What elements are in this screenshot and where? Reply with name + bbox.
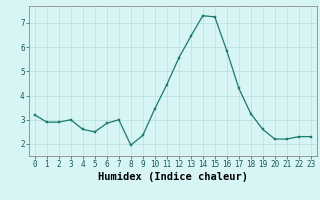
X-axis label: Humidex (Indice chaleur): Humidex (Indice chaleur)	[98, 172, 248, 182]
